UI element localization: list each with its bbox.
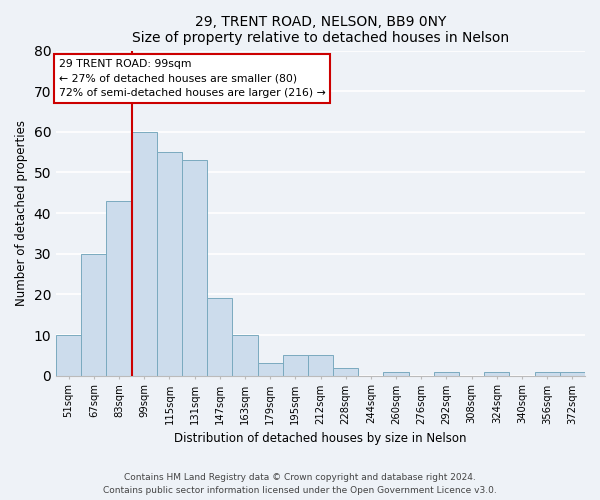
Bar (56, 335, 81, 376)
Bar (535, 372, 560, 376)
X-axis label: Distribution of detached houses by size in Nelson: Distribution of detached houses by size … (174, 432, 467, 445)
Bar (232, 335, 257, 376)
Bar (157, 152, 182, 376)
Text: Contains HM Land Registry data © Crown copyright and database right 2024.
Contai: Contains HM Land Registry data © Crown c… (103, 474, 497, 495)
Bar (131, 132, 157, 376)
Bar (434, 372, 459, 376)
Bar (560, 372, 585, 376)
Bar (106, 201, 131, 376)
Bar (283, 356, 308, 376)
Bar (81, 254, 106, 376)
Bar (484, 372, 509, 376)
Bar (308, 356, 333, 376)
Title: 29, TRENT ROAD, NELSON, BB9 0NY
Size of property relative to detached houses in : 29, TRENT ROAD, NELSON, BB9 0NY Size of … (132, 15, 509, 45)
Bar (182, 160, 207, 376)
Y-axis label: Number of detached properties: Number of detached properties (15, 120, 28, 306)
Bar (257, 364, 283, 376)
Bar (207, 298, 232, 376)
Text: 29 TRENT ROAD: 99sqm
← 27% of detached houses are smaller (80)
72% of semi-detac: 29 TRENT ROAD: 99sqm ← 27% of detached h… (59, 58, 325, 98)
Bar (383, 372, 409, 376)
Bar (333, 368, 358, 376)
